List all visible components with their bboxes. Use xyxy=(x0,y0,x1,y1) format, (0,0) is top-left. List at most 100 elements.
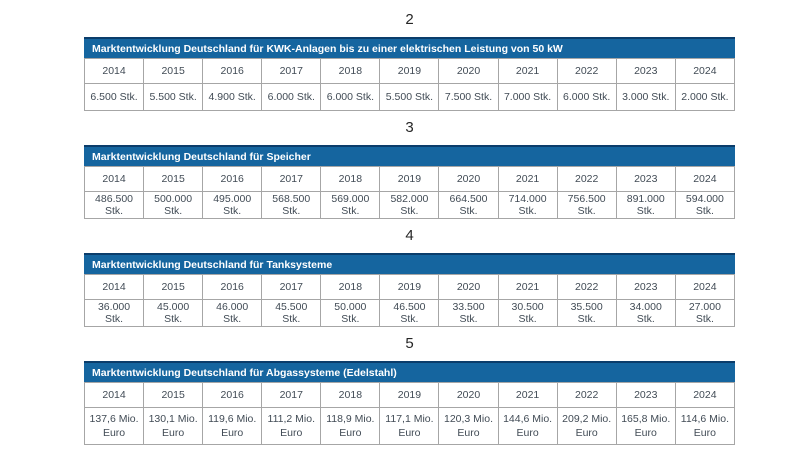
value-cell: 3.000 Stk. xyxy=(615,83,676,111)
year-cell: 2021 xyxy=(497,382,558,408)
value-cell: 30.500 Stk. xyxy=(497,299,558,327)
value-cell: 119,6 Mio. Euro xyxy=(202,407,263,445)
year-cell: 2018 xyxy=(320,274,381,300)
data-grid: 2014 2015 2016 2017 2018 2019 2020 2021 2022 2023… xyxy=(83,166,736,219)
year-cell: 2017 xyxy=(261,382,322,408)
value-cell: 6.500 Stk. xyxy=(83,83,145,111)
value-cell: 664.500 Stk. xyxy=(438,191,499,219)
section-table-5: 5 Marktentwicklung Deutschland für Abgas… xyxy=(83,335,736,445)
value-row: 137,6 Mio. Euro 130,1 Mio. Euro 119,6 Mio.… xyxy=(83,407,736,445)
year-cell: 2016 xyxy=(202,166,263,192)
value-cell: 5.500 Stk. xyxy=(379,83,440,111)
year-cell: 2015 xyxy=(143,58,204,84)
year-cell: 2024 xyxy=(674,166,736,192)
value-cell: 569.000 Stk. xyxy=(320,191,381,219)
value-row: 6.500 Stk. 5.500 Stk. 4.900 Stk. 6.000 Stk.… xyxy=(83,83,736,111)
value-cell: 2.000 Stk. xyxy=(674,83,736,111)
market-table-kwk: Marktentwicklung Deutschland für KWK-Anl… xyxy=(83,37,736,111)
section-table-2: 2 Marktentwicklung Deutschland für KWK-A… xyxy=(83,11,736,111)
value-cell: 46.500 Stk. xyxy=(379,299,440,327)
value-cell: 6.000 Stk. xyxy=(320,83,381,111)
table-header-bar: Marktentwicklung Deutschland für Abgassy… xyxy=(84,361,735,382)
year-row: 2014 2015 2016 2017 2018 2019 2020 2021 2022 2023… xyxy=(83,382,736,408)
year-cell: 2018 xyxy=(320,382,381,408)
market-table-tanksysteme: Marktentwicklung Deutschland für Tanksys… xyxy=(83,253,736,327)
value-cell: 137,6 Mio. Euro xyxy=(83,407,145,445)
year-cell: 2020 xyxy=(438,274,499,300)
value-cell: 45.000 Stk. xyxy=(143,299,204,327)
value-cell: 4.900 Stk. xyxy=(202,83,263,111)
table-number: 5 xyxy=(405,335,414,352)
value-row: 36.000 Stk. 45.000 Stk. 46.000 Stk. 45.500 … xyxy=(83,299,736,327)
value-cell: 144,6 Mio. Euro xyxy=(497,407,558,445)
section-table-4: 4 Marktentwicklung Deutschland für Tanks… xyxy=(83,227,736,327)
section-table-3: 3 Marktentwicklung Deutschland für Speic… xyxy=(83,119,736,219)
table-header-bar: Marktentwicklung Deutschland für KWK-Anl… xyxy=(84,37,735,58)
year-cell: 2024 xyxy=(674,58,736,84)
value-cell: 34.000 Stk. xyxy=(615,299,676,327)
year-cell: 2014 xyxy=(83,166,145,192)
value-cell: 114,6 Mio. Euro xyxy=(674,407,736,445)
value-cell: 582.000 Stk. xyxy=(379,191,440,219)
year-cell: 2022 xyxy=(556,274,617,300)
table-number: 2 xyxy=(405,11,414,28)
year-cell: 2022 xyxy=(556,382,617,408)
value-cell: 7.500 Stk. xyxy=(438,83,499,111)
year-row: 2014 2015 2016 2017 2018 2019 2020 2021 2022 2023… xyxy=(83,274,736,300)
year-row: 2014 2015 2016 2017 2018 2019 2020 2021 2022 2023… xyxy=(83,166,736,192)
year-cell: 2020 xyxy=(438,166,499,192)
value-cell: 117,1 Mio. Euro xyxy=(379,407,440,445)
year-cell: 2016 xyxy=(202,274,263,300)
value-cell: 891.000 Stk. xyxy=(615,191,676,219)
table-number: 3 xyxy=(405,119,414,136)
year-cell: 2019 xyxy=(379,166,440,192)
year-cell: 2024 xyxy=(674,382,736,408)
year-cell: 2022 xyxy=(556,58,617,84)
market-table-speicher: Marktentwicklung Deutschland für Speiche… xyxy=(83,145,736,219)
year-cell: 2019 xyxy=(379,58,440,84)
value-cell: 45.500 Stk. xyxy=(261,299,322,327)
value-cell: 6.000 Stk. xyxy=(261,83,322,111)
year-cell: 2016 xyxy=(202,58,263,84)
value-cell: 130,1 Mio. Euro xyxy=(143,407,204,445)
year-cell: 2015 xyxy=(143,382,204,408)
year-cell: 2023 xyxy=(615,58,676,84)
year-cell: 2014 xyxy=(83,382,145,408)
table-header-bar: Marktentwicklung Deutschland für Tanksys… xyxy=(84,253,735,274)
data-grid: 2014 2015 2016 2017 2018 2019 2020 2021 2022 2023… xyxy=(83,274,736,327)
year-cell: 2023 xyxy=(615,382,676,408)
value-cell: 27.000 Stk. xyxy=(674,299,736,327)
year-cell: 2017 xyxy=(261,166,322,192)
value-cell: 6.000 Stk. xyxy=(556,83,617,111)
year-cell: 2017 xyxy=(261,274,322,300)
year-cell: 2023 xyxy=(615,274,676,300)
value-cell: 120,3 Mio. Euro xyxy=(438,407,499,445)
value-cell: 714.000 Stk. xyxy=(497,191,558,219)
year-cell: 2021 xyxy=(497,58,558,84)
value-cell: 594.000 Stk. xyxy=(674,191,736,219)
year-cell: 2015 xyxy=(143,166,204,192)
year-cell: 2023 xyxy=(615,166,676,192)
table-number: 4 xyxy=(405,227,414,244)
table-header-bar: Marktentwicklung Deutschland für Speiche… xyxy=(84,145,735,166)
value-cell: 495.000 Stk. xyxy=(202,191,263,219)
year-cell: 2018 xyxy=(320,58,381,84)
year-cell: 2019 xyxy=(379,274,440,300)
value-cell: 50.000 Stk. xyxy=(320,299,381,327)
value-cell: 33.500 Stk. xyxy=(438,299,499,327)
year-cell: 2019 xyxy=(379,382,440,408)
value-row: 486.500 Stk. 500.000 Stk. 495.000 Stk. 568.… xyxy=(83,191,736,219)
value-cell: 46.000 Stk. xyxy=(202,299,263,327)
value-cell: 500.000 Stk. xyxy=(143,191,204,219)
value-cell: 35.500 Stk. xyxy=(556,299,617,327)
value-cell: 756.500 Stk. xyxy=(556,191,617,219)
value-cell: 209,2 Mio. Euro xyxy=(556,407,617,445)
value-cell: 36.000 Stk. xyxy=(83,299,145,327)
year-cell: 2018 xyxy=(320,166,381,192)
year-cell: 2020 xyxy=(438,58,499,84)
year-cell: 2022 xyxy=(556,166,617,192)
year-cell: 2017 xyxy=(261,58,322,84)
year-cell: 2024 xyxy=(674,274,736,300)
year-row: 2014 2015 2016 2017 2018 2019 2020 2021 2022 2023… xyxy=(83,58,736,84)
value-cell: 165,8 Mio. Euro xyxy=(615,407,676,445)
